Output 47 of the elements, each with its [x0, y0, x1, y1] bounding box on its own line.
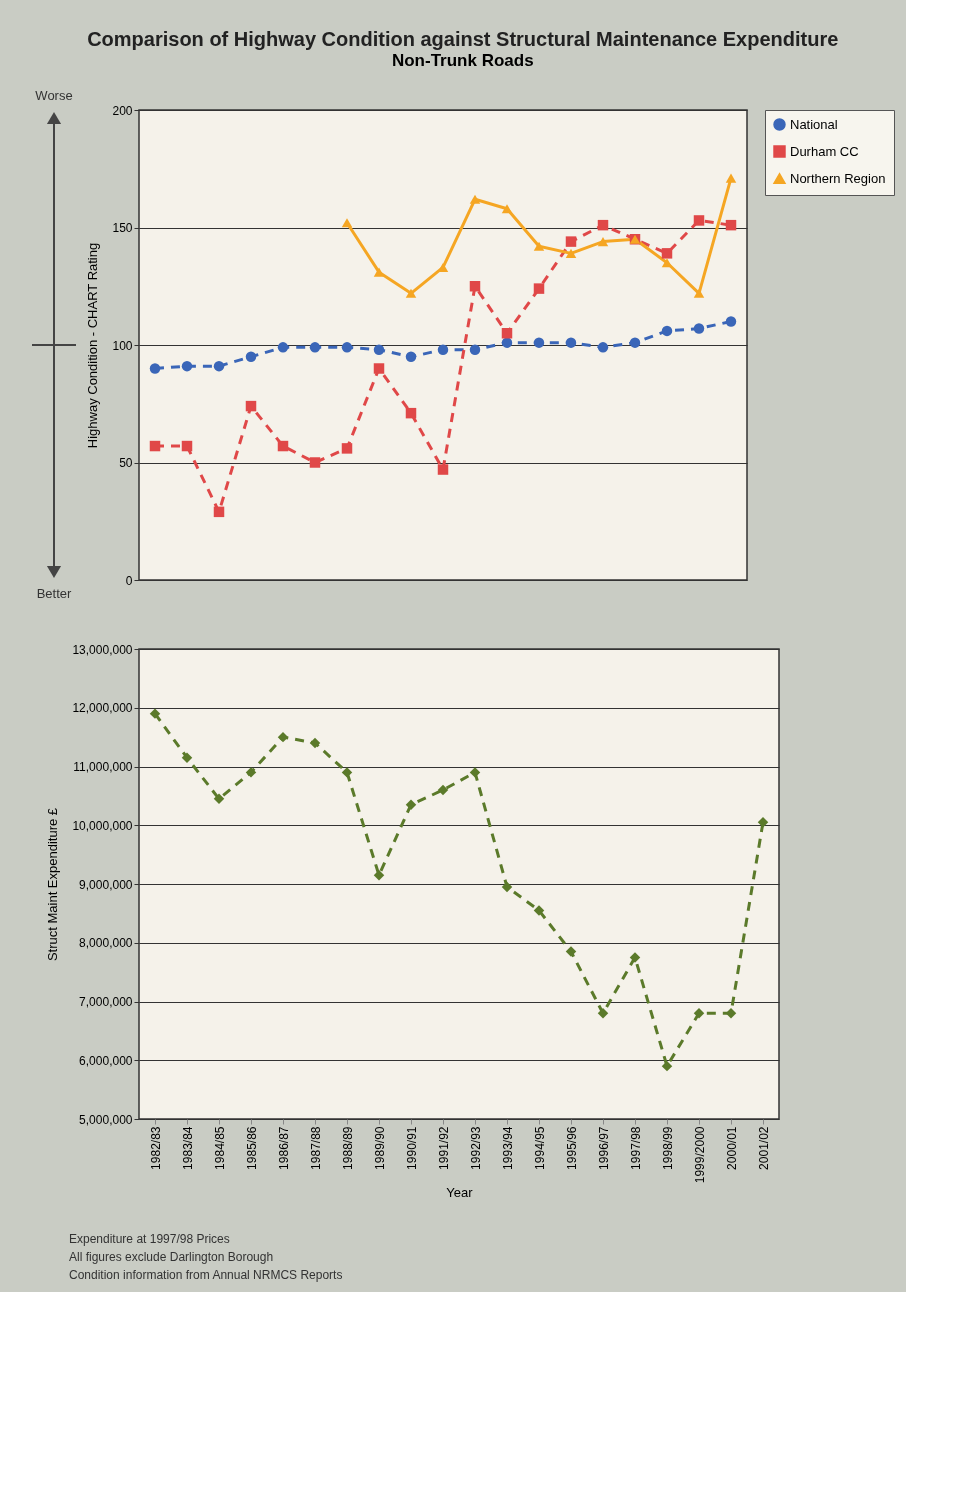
y-tick-label: 9,000,000: [79, 877, 133, 892]
x-tick-label: 1997/98: [628, 1126, 643, 1170]
y-tick-label: 50: [119, 456, 133, 470]
y-tick-label: 6,000,000: [79, 1053, 133, 1068]
x-tick-label: 1989/90: [372, 1126, 387, 1170]
legend-label: Northern Region: [790, 170, 886, 186]
text: All figures exclude Darlington Borough: [69, 1250, 274, 1264]
x-tick-label: 2001/02: [756, 1126, 771, 1170]
x-tick-label: 1998/99: [660, 1126, 675, 1170]
legend-label: National: [790, 116, 838, 132]
y-axis-title: Struct Maint Expenditure £: [45, 807, 61, 962]
x-tick-label: 1991/92: [436, 1126, 451, 1170]
y-tick-label: 0: [125, 573, 133, 588]
y-tick-label: 100: [112, 338, 133, 353]
text: Condition information from Annual NRMCS Reports: [69, 1268, 343, 1282]
y-tick-label: 13,000,000: [72, 642, 133, 657]
text: Worse: [35, 88, 73, 103]
y-tick-label: 8,000,000: [79, 936, 133, 951]
x-tick-label: 1986/87: [276, 1126, 291, 1170]
x-tick-label: 1994/95: [532, 1126, 547, 1170]
chart-title: Comparison of Highway Condition against Structural Maintenance Expenditure: [87, 28, 839, 51]
x-tick-label: 2000/01: [724, 1126, 739, 1170]
x-tick-label: 1985/86: [244, 1126, 259, 1170]
x-tick-label: 1995/96: [564, 1126, 579, 1170]
legend-label: Durham CC: [790, 143, 859, 159]
x-tick-label: 1982/83: [148, 1126, 163, 1170]
y-tick-label: 12,000,000: [72, 701, 133, 716]
text: Better: [36, 586, 73, 601]
x-tick-label: 1987/88: [308, 1126, 323, 1170]
x-axis-title: Year: [446, 1185, 474, 1201]
x-tick-label: 1999/2000: [692, 1126, 707, 1184]
y-tick-label: 11,000,000: [73, 760, 133, 774]
text: Expenditure at 1997/98 Prices: [69, 1232, 230, 1246]
x-tick-label: 1983/84: [180, 1126, 195, 1170]
x-tick-label: 1992/93: [468, 1126, 483, 1170]
y-tick-label: 5,000,000: [79, 1112, 133, 1127]
x-tick-label: 1984/85: [212, 1126, 227, 1170]
y-tick-label: 200: [112, 103, 133, 118]
x-tick-label: 1990/91: [404, 1126, 419, 1170]
chart-subtitle: Non-Trunk Roads: [391, 51, 534, 71]
x-tick-label: 1996/97: [596, 1126, 611, 1170]
y-tick-label: 150: [112, 221, 133, 235]
x-tick-label: 1993/94: [500, 1126, 515, 1170]
y-tick-label: 10,000,000: [72, 818, 133, 833]
y-tick-label: 7,000,000: [79, 995, 133, 1009]
y-axis-title: Highway Condition - CHART Rating: [85, 242, 101, 449]
x-tick-label: 1988/89: [340, 1126, 355, 1170]
